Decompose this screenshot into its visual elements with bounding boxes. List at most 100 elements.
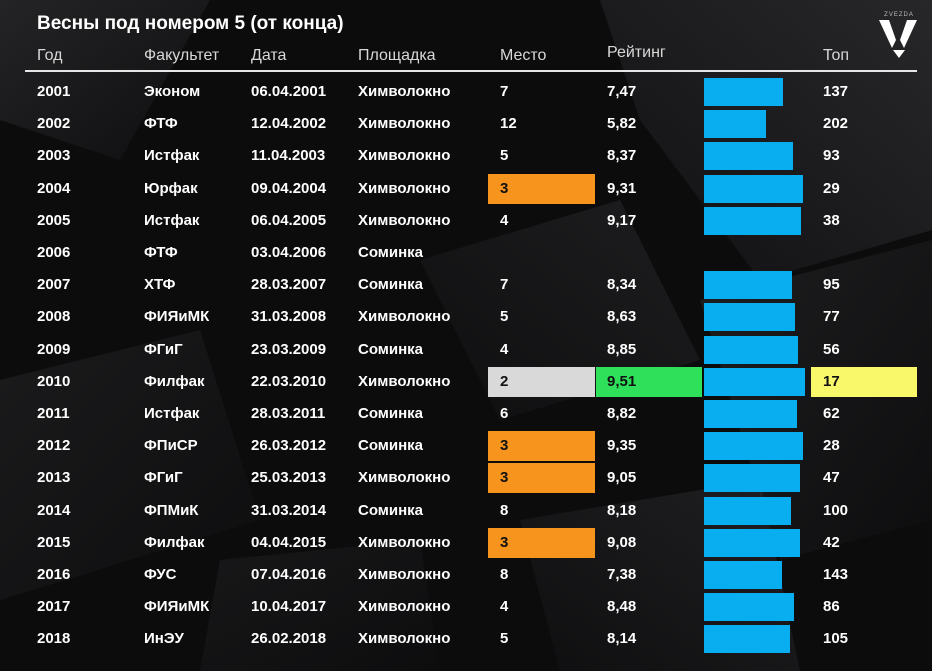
cell-rating: 9,17	[607, 212, 637, 229]
cell-rating: 8,14	[607, 630, 637, 647]
cell-rating: 8,37	[607, 147, 637, 164]
cell-year: 2010	[37, 373, 71, 390]
cell-rating: 8,85	[607, 341, 637, 358]
cell-top: 28	[823, 437, 840, 454]
cell-faculty: ФИЯиМК	[144, 308, 210, 325]
cell-venue: Соминка	[358, 341, 424, 358]
cell-venue: Химволокно	[358, 115, 451, 132]
cell-faculty: Истфак	[144, 147, 200, 164]
cell-venue: Химволокно	[358, 373, 451, 390]
cell-place: 4	[500, 341, 509, 358]
header-place: Место	[500, 47, 547, 64]
cell-faculty: ФТФ	[144, 115, 178, 132]
table-row: 2017 ФИЯиМК 10.04.2017 Химволокно 4 8,48 86	[0, 591, 932, 623]
table-row: 2007 ХТФ 28.03.2007 Соминка 7 8,34 95	[0, 269, 932, 301]
cell-year: 2005	[37, 212, 71, 229]
cell-faculty: ФПиСР	[144, 437, 198, 454]
cell-date: 31.03.2014	[251, 502, 327, 519]
cell-rating: 8,34	[607, 276, 637, 293]
cell-faculty: Истфак	[144, 212, 200, 229]
cell-top: 95	[823, 276, 840, 293]
cell-rating: 8,18	[607, 502, 637, 519]
cell-faculty: ХТФ	[144, 276, 176, 293]
rating-bar	[704, 207, 801, 235]
cell-date: 04.04.2015	[251, 534, 327, 551]
cell-rating: 8,63	[607, 308, 637, 325]
cell-year: 2007	[37, 276, 71, 293]
table-row: 2003 Истфак 11.04.2003 Химволокно 5 8,37 93	[0, 140, 932, 172]
rating-bar	[704, 175, 803, 203]
cell-venue: Химволокно	[358, 83, 451, 100]
cell-top: 56	[823, 341, 840, 358]
header-venue: Площадка	[358, 47, 436, 64]
cell-year: 2012	[37, 437, 71, 454]
header-year: Год	[37, 47, 63, 64]
cell-rating: 9,31	[607, 180, 637, 197]
cell-date: 26.03.2012	[251, 437, 327, 454]
table-row: 2015 Филфак 04.04.2015 Химволокно 3 9,08 42	[0, 527, 932, 559]
place-highlight	[488, 174, 595, 204]
header-faculty: Факультет	[144, 47, 220, 64]
cell-top: 86	[823, 598, 840, 615]
cell-venue: Химволокно	[358, 534, 451, 551]
cell-venue: Химволокно	[358, 469, 451, 486]
header-date: Дата	[251, 47, 287, 64]
cell-year: 2004	[37, 180, 71, 197]
table-header: Год Факультет Дата Площадка Место Рейтин…	[0, 44, 932, 70]
table-row: 2014 ФПМиК 31.03.2014 Соминка 8 8,18 100	[0, 495, 932, 527]
cell-rating: 9,51	[607, 373, 637, 390]
table-row: 2006 ФТФ 03.04.2006 Соминка	[0, 237, 932, 269]
table-row: 2002 ФТФ 12.04.2002 Химволокно 12 5,82 202	[0, 108, 932, 140]
rating-bar	[704, 561, 782, 589]
rating-bar	[704, 432, 803, 460]
zvezda-v-logo-icon: ZVEZDA	[874, 8, 924, 58]
cell-venue: Соминка	[358, 244, 424, 261]
cell-date: 12.04.2002	[251, 115, 327, 132]
cell-date: 09.04.2004	[251, 180, 327, 197]
rating-bar	[704, 497, 791, 525]
cell-venue: Соминка	[358, 276, 424, 293]
cell-date: 03.04.2006	[251, 244, 327, 261]
rating-bar	[704, 271, 792, 299]
cell-top: 17	[823, 373, 840, 390]
rating-bar	[704, 110, 766, 138]
cell-faculty: Филфак	[144, 534, 205, 551]
cell-date: 26.02.2018	[251, 630, 327, 647]
cell-faculty: ФУС	[144, 566, 177, 583]
cell-top: 62	[823, 405, 840, 422]
place-highlight	[488, 528, 595, 558]
cell-venue: Химволокно	[358, 598, 451, 615]
cell-faculty: Эконом	[144, 83, 201, 100]
rating-bar	[704, 400, 797, 428]
cell-top: 105	[823, 630, 849, 647]
cell-place: 3	[500, 180, 509, 197]
cell-date: 11.04.2003	[251, 147, 326, 164]
cell-place: 8	[500, 566, 509, 583]
rating-bar	[704, 593, 794, 621]
cell-year: 2014	[37, 502, 71, 519]
cell-year: 2001	[37, 83, 71, 100]
cell-rating: 8,48	[607, 598, 637, 615]
cell-faculty: Филфак	[144, 373, 205, 390]
table-row: 2016 ФУС 07.04.2016 Химволокно 8 7,38 143	[0, 559, 932, 591]
cell-faculty: Истфак	[144, 405, 200, 422]
cell-date: 28.03.2011	[251, 405, 326, 422]
table-row: 2005 Истфак 06.04.2005 Химволокно 4 9,17 38	[0, 205, 932, 237]
cell-place: 7	[500, 83, 509, 100]
cell-venue: Химволокно	[358, 147, 451, 164]
cell-year: 2013	[37, 469, 71, 486]
cell-date: 25.03.2013	[251, 469, 327, 486]
cell-top: 29	[823, 180, 840, 197]
cell-place: 8	[500, 502, 509, 519]
cell-year: 2016	[37, 566, 71, 583]
cell-place: 5	[500, 147, 509, 164]
place-highlight	[488, 367, 595, 397]
top-highlight	[811, 367, 917, 397]
cell-top: 137	[823, 83, 849, 100]
table-row: 2001 Эконом 06.04.2001 Химволокно 7 7,47 137	[0, 76, 932, 108]
cell-place: 6	[500, 405, 509, 422]
table-row: 2018 ИнЭУ 26.02.2018 Химволокно 5 8,14 105	[0, 623, 932, 655]
rating-bar	[704, 529, 800, 557]
rating-bar	[704, 303, 795, 331]
table-row: 2012 ФПиСР 26.03.2012 Соминка 3 9,35 28	[0, 430, 932, 462]
